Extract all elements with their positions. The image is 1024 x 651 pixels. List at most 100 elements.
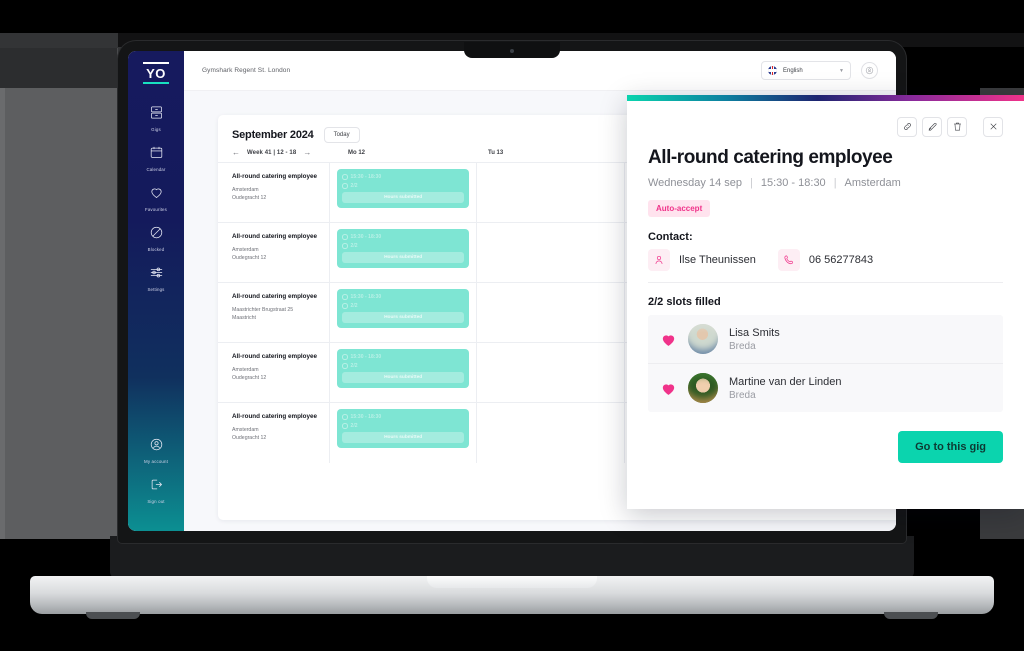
list-item[interactable]: Martine van der Linden Breda	[648, 364, 1003, 412]
person-city: Breda	[729, 389, 756, 401]
people-icon	[342, 303, 348, 309]
sidebar-item-blocked[interactable]: Blocked	[128, 225, 184, 252]
gig-address: Amsterdam Oudegracht 12	[232, 367, 267, 381]
day-cell[interactable]: 15:30 - 18:30 2/2 Hours submitted	[330, 343, 478, 402]
sign-out-icon	[149, 477, 164, 497]
slot-count-line: 2/2	[342, 363, 464, 369]
gigs-icon	[149, 105, 164, 125]
avatar	[688, 324, 718, 354]
laptop-foot-left	[86, 612, 140, 619]
sidebar-item-settings[interactable]: Settings	[128, 265, 184, 292]
edit-button[interactable]	[922, 117, 942, 137]
calendar-header: September 2024 Today	[218, 115, 896, 143]
sidebar-item-my-account[interactable]: My account	[128, 437, 184, 464]
topbar-actions: English ▼	[761, 61, 878, 80]
day-cell[interactable]: 15:30 - 18:30 2/2 Hours submitted	[330, 283, 478, 342]
person-city: Breda	[729, 340, 756, 352]
next-week-button[interactable]: →	[303, 148, 312, 157]
prev-week-button[interactable]: ←	[232, 148, 240, 157]
slot-time-line: 15:30 - 18:30	[342, 294, 464, 300]
blocked-icon	[149, 225, 164, 245]
close-icon	[988, 120, 999, 135]
sidebar-label-settings: Settings	[147, 287, 165, 292]
day-cell[interactable]	[477, 163, 625, 222]
avatar[interactable]	[861, 62, 878, 79]
sidebar-label-gigs: Gigs	[151, 127, 161, 132]
gig-title: All-round catering employee	[232, 293, 318, 300]
app-logo[interactable]: YO	[143, 62, 169, 84]
link-icon	[902, 120, 913, 135]
slot-time-line: 15:30 - 18:30	[342, 354, 464, 360]
gig-cell[interactable]: All-round catering employee Amsterdam Oude…	[218, 163, 330, 222]
sidebar-item-favourites[interactable]: Favourites	[128, 185, 184, 212]
gig-cell[interactable]: All-round catering employee Maastrichter …	[218, 283, 330, 342]
gig-cell[interactable]: All-round catering employee Amsterdam Oude…	[218, 343, 330, 402]
day-cell[interactable]	[477, 403, 625, 463]
panel-footer: Go to this gig	[648, 431, 1003, 463]
sidebar-label-my-account: My account	[144, 459, 168, 464]
panel-meta-date: Wednesday 14 sep	[648, 177, 742, 189]
clock-icon	[342, 234, 348, 240]
gig-address: Amsterdam Oudegracht 12	[232, 187, 267, 201]
day-cell[interactable]	[477, 283, 625, 342]
contact-person: Ilse Theunissen	[648, 249, 756, 271]
trash-icon	[952, 120, 963, 135]
slot-status-pill[interactable]: Hours submitted	[342, 432, 465, 443]
heart-icon[interactable]	[660, 331, 677, 348]
shift-slot[interactable]: 15:30 - 18:30 2/2 Hours submitted	[337, 289, 470, 328]
sidebar-item-calendar[interactable]: Calendar	[128, 145, 184, 172]
slot-status-pill[interactable]: Hours submitted	[342, 312, 465, 323]
sidebar-item-gigs[interactable]: Gigs	[128, 105, 184, 132]
day-cell[interactable]	[477, 343, 625, 402]
day-cell[interactable]: 15:30 - 18:30 2/2 Hours submitted	[330, 403, 478, 463]
slot-status-pill[interactable]: Hours submitted	[342, 252, 465, 263]
slot-count-line: 2/2	[342, 303, 464, 309]
contact-row: Ilse Theunissen 06 56277843	[648, 249, 1003, 283]
day-cell[interactable]	[477, 223, 625, 282]
panel-title: All-round catering employee	[648, 147, 893, 168]
sidebar-label-sign-out: Sign out	[147, 499, 165, 504]
shift-slot[interactable]: 15:30 - 18:30 2/2 Hours submitted	[337, 169, 470, 208]
contact-label: Contact:	[648, 231, 693, 243]
week-navigation: ← Week 41 | 12 - 18 →	[232, 149, 344, 157]
contact-phone: 06 56277843	[808, 254, 874, 266]
panel-gradient-bar	[627, 95, 1024, 101]
go-to-gig-button[interactable]: Go to this gig	[898, 431, 1003, 463]
laptop-hinge	[110, 536, 914, 578]
slot-time-line: 15:30 - 18:30	[342, 414, 464, 420]
shift-slot[interactable]: 15:30 - 18:30 2/2 Hours submitted	[337, 409, 470, 448]
people-icon	[342, 423, 348, 429]
gig-cell[interactable]: All-round catering employee Amsterdam Oude…	[218, 403, 330, 463]
slot-time: 15:30 - 18:30	[350, 414, 382, 420]
app-sidebar: YO Gigs Calendar Favourites	[128, 51, 184, 531]
day-header-mo-12[interactable]: Mo 12	[344, 150, 484, 156]
slot-status-pill[interactable]: Hours submitted	[342, 372, 465, 383]
slot-status-pill[interactable]: Hours submitted	[342, 192, 465, 203]
language-select[interactable]: English ▼	[761, 61, 851, 80]
gig-cell[interactable]: All-round catering employee Amsterdam Oude…	[218, 223, 330, 282]
calendar-icon	[149, 145, 164, 165]
day-header-tu-13[interactable]: Tu 13	[484, 150, 624, 156]
gig-address: Amsterdam Oudegracht 12	[232, 427, 267, 441]
delete-button[interactable]	[947, 117, 967, 137]
gig-detail-panel: All-round catering employee Wednesday 14…	[627, 95, 1024, 509]
background-block-grey	[0, 88, 121, 539]
heart-icon[interactable]	[660, 380, 677, 397]
slot-time-line: 15:30 - 18:30	[342, 174, 464, 180]
list-item[interactable]: Lisa Smits Breda	[648, 315, 1003, 364]
webcam-icon	[510, 49, 514, 53]
contact-phone-group[interactable]: 06 56277843	[777, 249, 874, 271]
day-cell[interactable]: 15:30 - 18:30 2/2 Hours submitted	[330, 223, 478, 282]
status-badge: Auto-accept	[648, 200, 711, 217]
gig-title: All-round catering employee	[232, 413, 318, 420]
background-block-grey-edge	[0, 88, 5, 539]
close-button[interactable]	[983, 117, 1003, 137]
copy-link-button[interactable]	[897, 117, 917, 137]
gig-title: All-round catering employee	[232, 173, 318, 180]
today-button[interactable]: Today	[323, 127, 360, 143]
shift-slot[interactable]: 15:30 - 18:30 2/2 Hours submitted	[337, 349, 470, 388]
sidebar-item-sign-out[interactable]: Sign out	[128, 477, 184, 504]
day-cell[interactable]: 15:30 - 18:30 2/2 Hours submitted	[330, 163, 478, 222]
shift-slot[interactable]: 15:30 - 18:30 2/2 Hours submitted	[337, 229, 470, 268]
assigned-people-list: Lisa Smits Breda Martine van der Linden …	[648, 315, 1003, 412]
